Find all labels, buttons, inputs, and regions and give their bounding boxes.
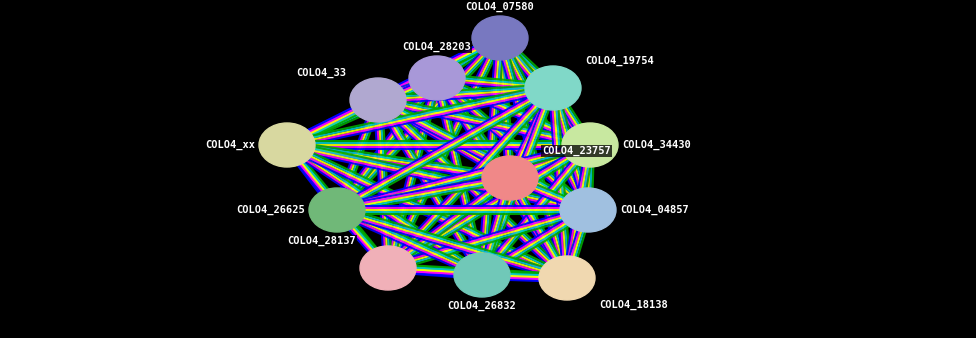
Ellipse shape bbox=[472, 16, 528, 60]
Ellipse shape bbox=[309, 188, 365, 232]
Text: COLO4_28203: COLO4_28203 bbox=[403, 42, 471, 52]
Ellipse shape bbox=[539, 256, 595, 300]
Text: COLO4_07580: COLO4_07580 bbox=[466, 2, 535, 12]
Ellipse shape bbox=[525, 66, 581, 110]
Ellipse shape bbox=[560, 188, 616, 232]
Text: COLO4_18138: COLO4_18138 bbox=[599, 300, 668, 310]
Text: COLO4_33: COLO4_33 bbox=[296, 68, 346, 78]
Text: COLO4_26832: COLO4_26832 bbox=[448, 301, 516, 311]
Ellipse shape bbox=[259, 123, 315, 167]
Text: COLO4_26625: COLO4_26625 bbox=[236, 205, 305, 215]
Text: COLO4_34430: COLO4_34430 bbox=[622, 140, 691, 150]
Text: COLO4_xx: COLO4_xx bbox=[205, 140, 255, 150]
Text: COLO4_28137: COLO4_28137 bbox=[287, 236, 356, 246]
Ellipse shape bbox=[360, 246, 416, 290]
Text: COLO4_19754: COLO4_19754 bbox=[585, 56, 654, 66]
Text: COLO4_04857: COLO4_04857 bbox=[620, 205, 689, 215]
Ellipse shape bbox=[350, 78, 406, 122]
Ellipse shape bbox=[409, 56, 465, 100]
Ellipse shape bbox=[482, 156, 538, 200]
Ellipse shape bbox=[454, 253, 510, 297]
Text: COLO4_23757: COLO4_23757 bbox=[542, 146, 611, 156]
Ellipse shape bbox=[562, 123, 618, 167]
